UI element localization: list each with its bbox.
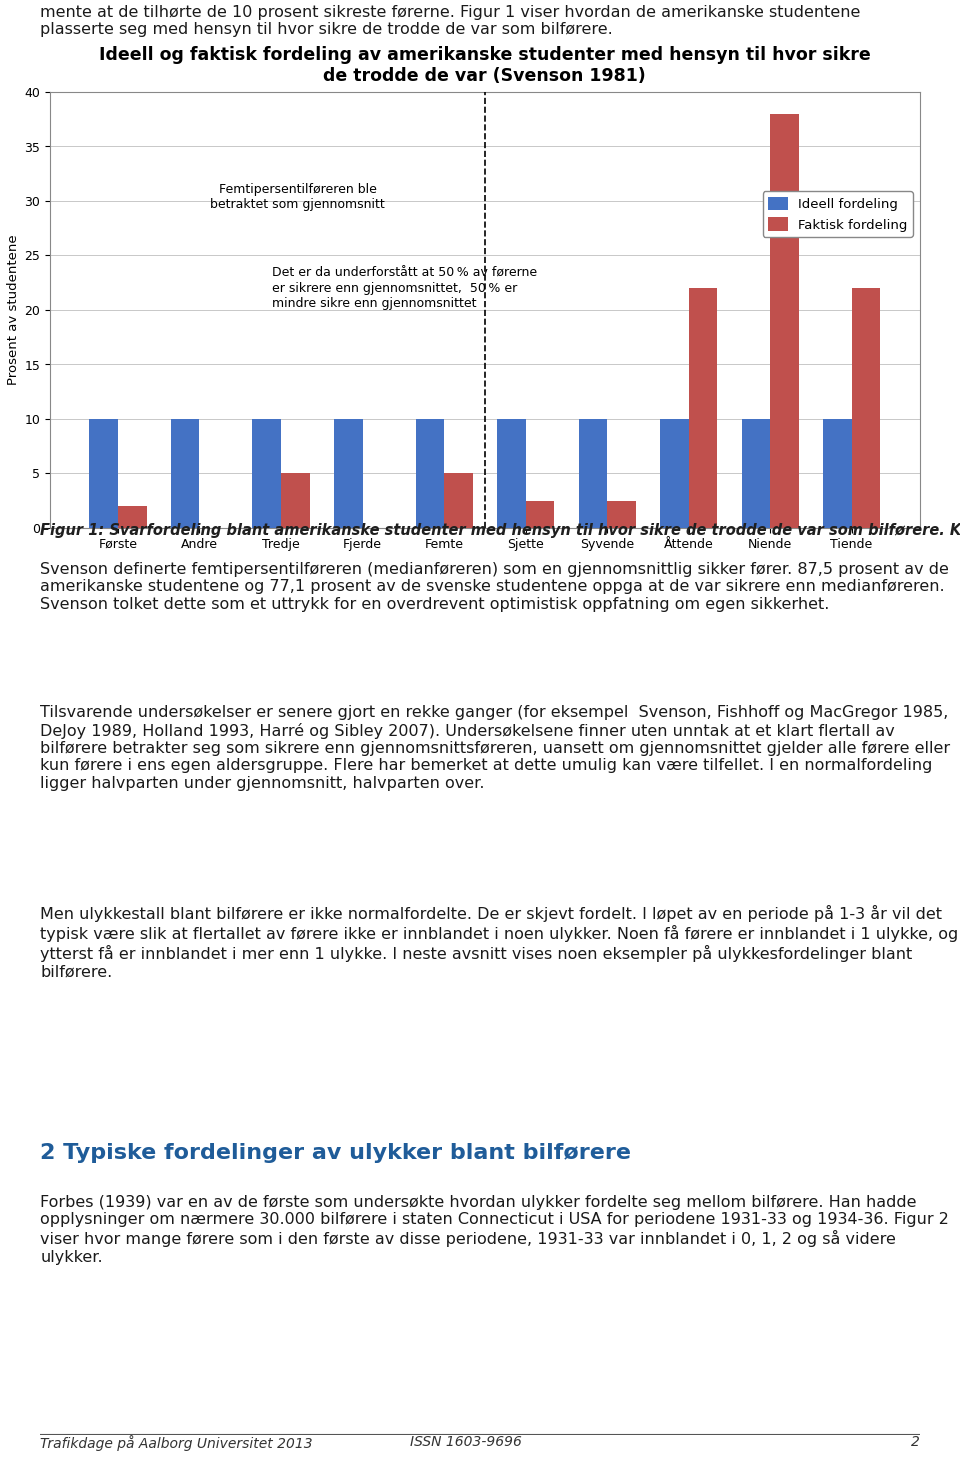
Text: Trafikdage på Aalborg Universitet 2013: Trafikdage på Aalborg Universitet 2013 (40, 1435, 313, 1451)
Text: mente at de tilhørte de 10 prosent sikreste førerne. Figur 1 viser hvordan de am: mente at de tilhørte de 10 prosent sikre… (40, 4, 861, 37)
Legend: Ideell fordeling, Faktisk fordeling: Ideell fordeling, Faktisk fordeling (763, 191, 913, 237)
Text: ISSN 1603-9696: ISSN 1603-9696 (410, 1435, 521, 1449)
Bar (118, 507, 147, 527)
Bar (334, 418, 363, 527)
Bar (579, 418, 607, 527)
Bar (444, 473, 472, 527)
Bar (660, 418, 688, 527)
Text: Men ulykkestall blant bilførere er ikke normalfordelte. De er skjevt fordelt. I : Men ulykkestall blant bilførere er ikke … (40, 904, 959, 980)
Bar (770, 113, 799, 527)
Y-axis label: Prosent av studentene: Prosent av studentene (7, 234, 20, 386)
Text: Tilsvarende undersøkelser er senere gjort en rekke ganger (for eksempel  Svenson: Tilsvarende undersøkelser er senere gjor… (40, 706, 950, 791)
Text: Forbes (1939) var en av de første som undersøkte hvordan ulykker fordelte seg me: Forbes (1939) var en av de første som un… (40, 1195, 949, 1265)
Bar (252, 418, 281, 527)
Bar (823, 418, 852, 527)
Text: 2 Typiske fordelinger av ulykker blant bilførere: 2 Typiske fordelinger av ulykker blant b… (40, 1143, 632, 1164)
Bar (416, 418, 444, 527)
Text: 2: 2 (911, 1435, 920, 1449)
Text: Det er da underforstått at 50 % av førerne
er sikrere enn gjennomsnittet,  50 % : Det er da underforstått at 50 % av fører… (272, 267, 537, 309)
Title: Ideell og faktisk fordeling av amerikanske studenter med hensyn til hvor sikre
d: Ideell og faktisk fordeling av amerikans… (99, 46, 871, 85)
Text: Svenson definerte femtipersentilføreren (medianføreren) som en gjennomsnittlig s: Svenson definerte femtipersentilføreren … (40, 563, 949, 611)
Bar (607, 501, 636, 527)
Bar (281, 473, 309, 527)
Bar (688, 289, 717, 527)
Text: Figur 1: Svarfordeling blant amerikanske studenter med hensyn til hvor sikre de : Figur 1: Svarfordeling blant amerikanske… (40, 523, 960, 538)
Bar (171, 418, 200, 527)
Bar (741, 418, 770, 527)
Text: Femtipersentilføreren ble
betraktet som gjennomsnitt: Femtipersentilføreren ble betraktet som … (210, 183, 385, 211)
Bar (525, 501, 554, 527)
Bar (852, 289, 880, 527)
Bar (497, 418, 525, 527)
Bar (89, 418, 118, 527)
